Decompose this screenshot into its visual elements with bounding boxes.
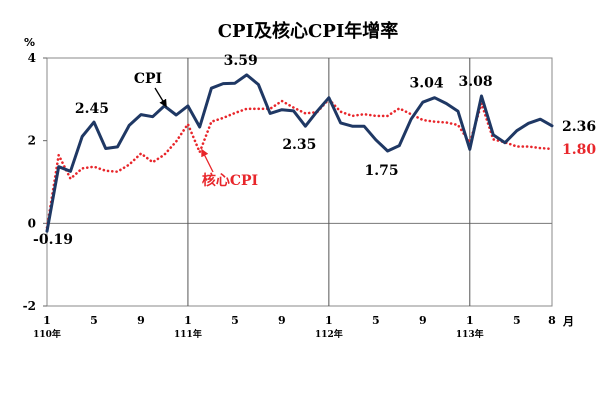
x-year-label: 110年 [33, 328, 61, 340]
x-tick-label: 1 [184, 314, 192, 327]
legend-label: 核心CPI [202, 172, 258, 189]
x-year-label: 112年 [315, 328, 343, 340]
x-tick-label: 1 [43, 314, 51, 327]
data-label: 1.80 [562, 142, 596, 158]
y-tick-label: 0 [28, 216, 36, 230]
y-unit-label: % [24, 36, 35, 49]
data-label: 3.08 [458, 74, 492, 90]
x-tick-label: 1 [466, 314, 474, 327]
plot-frame [46, 57, 553, 307]
x-tick-label: 5 [231, 314, 239, 327]
x-unit-label: 月 [562, 315, 574, 328]
y-tick-label: 2 [28, 134, 36, 148]
x-tick-label: 5 [513, 314, 521, 327]
x-year-label: 113年 [456, 328, 484, 340]
x-tick-label: 9 [137, 314, 145, 327]
x-year-label: 111年 [174, 328, 202, 340]
data-labels: -0.19 2.45 3.59 2.35 1.75 3.04 3.08 2.36 1.80 CPI… [33, 53, 596, 248]
x-tick-label: 9 [278, 314, 286, 327]
legend-label: CPI [134, 71, 162, 87]
chart-title: CPI及核心CPI年增率 [218, 20, 399, 42]
data-label: 2.45 [75, 101, 109, 117]
x-tick-label: 5 [90, 314, 98, 327]
data-label: 2.35 [282, 137, 316, 153]
series-lines [45, 73, 554, 233]
x-tick-label: 1 [325, 314, 333, 327]
legend-arrow [201, 148, 214, 173]
data-label: 2.36 [562, 119, 596, 135]
data-label: 3.04 [410, 76, 444, 92]
data-label: -0.19 [33, 232, 73, 248]
y-tick-label: 4 [28, 51, 36, 65]
x-tick-label: 5 [372, 314, 380, 327]
data-label: 1.75 [365, 163, 399, 179]
y-tick-label: -2 [23, 299, 36, 313]
x-tick-label: 8 [548, 314, 556, 327]
series-line-cpi [45, 73, 554, 233]
data-label: 3.59 [224, 53, 258, 69]
legend-arrow [154, 87, 167, 108]
x-tick-label: 9 [419, 314, 427, 327]
